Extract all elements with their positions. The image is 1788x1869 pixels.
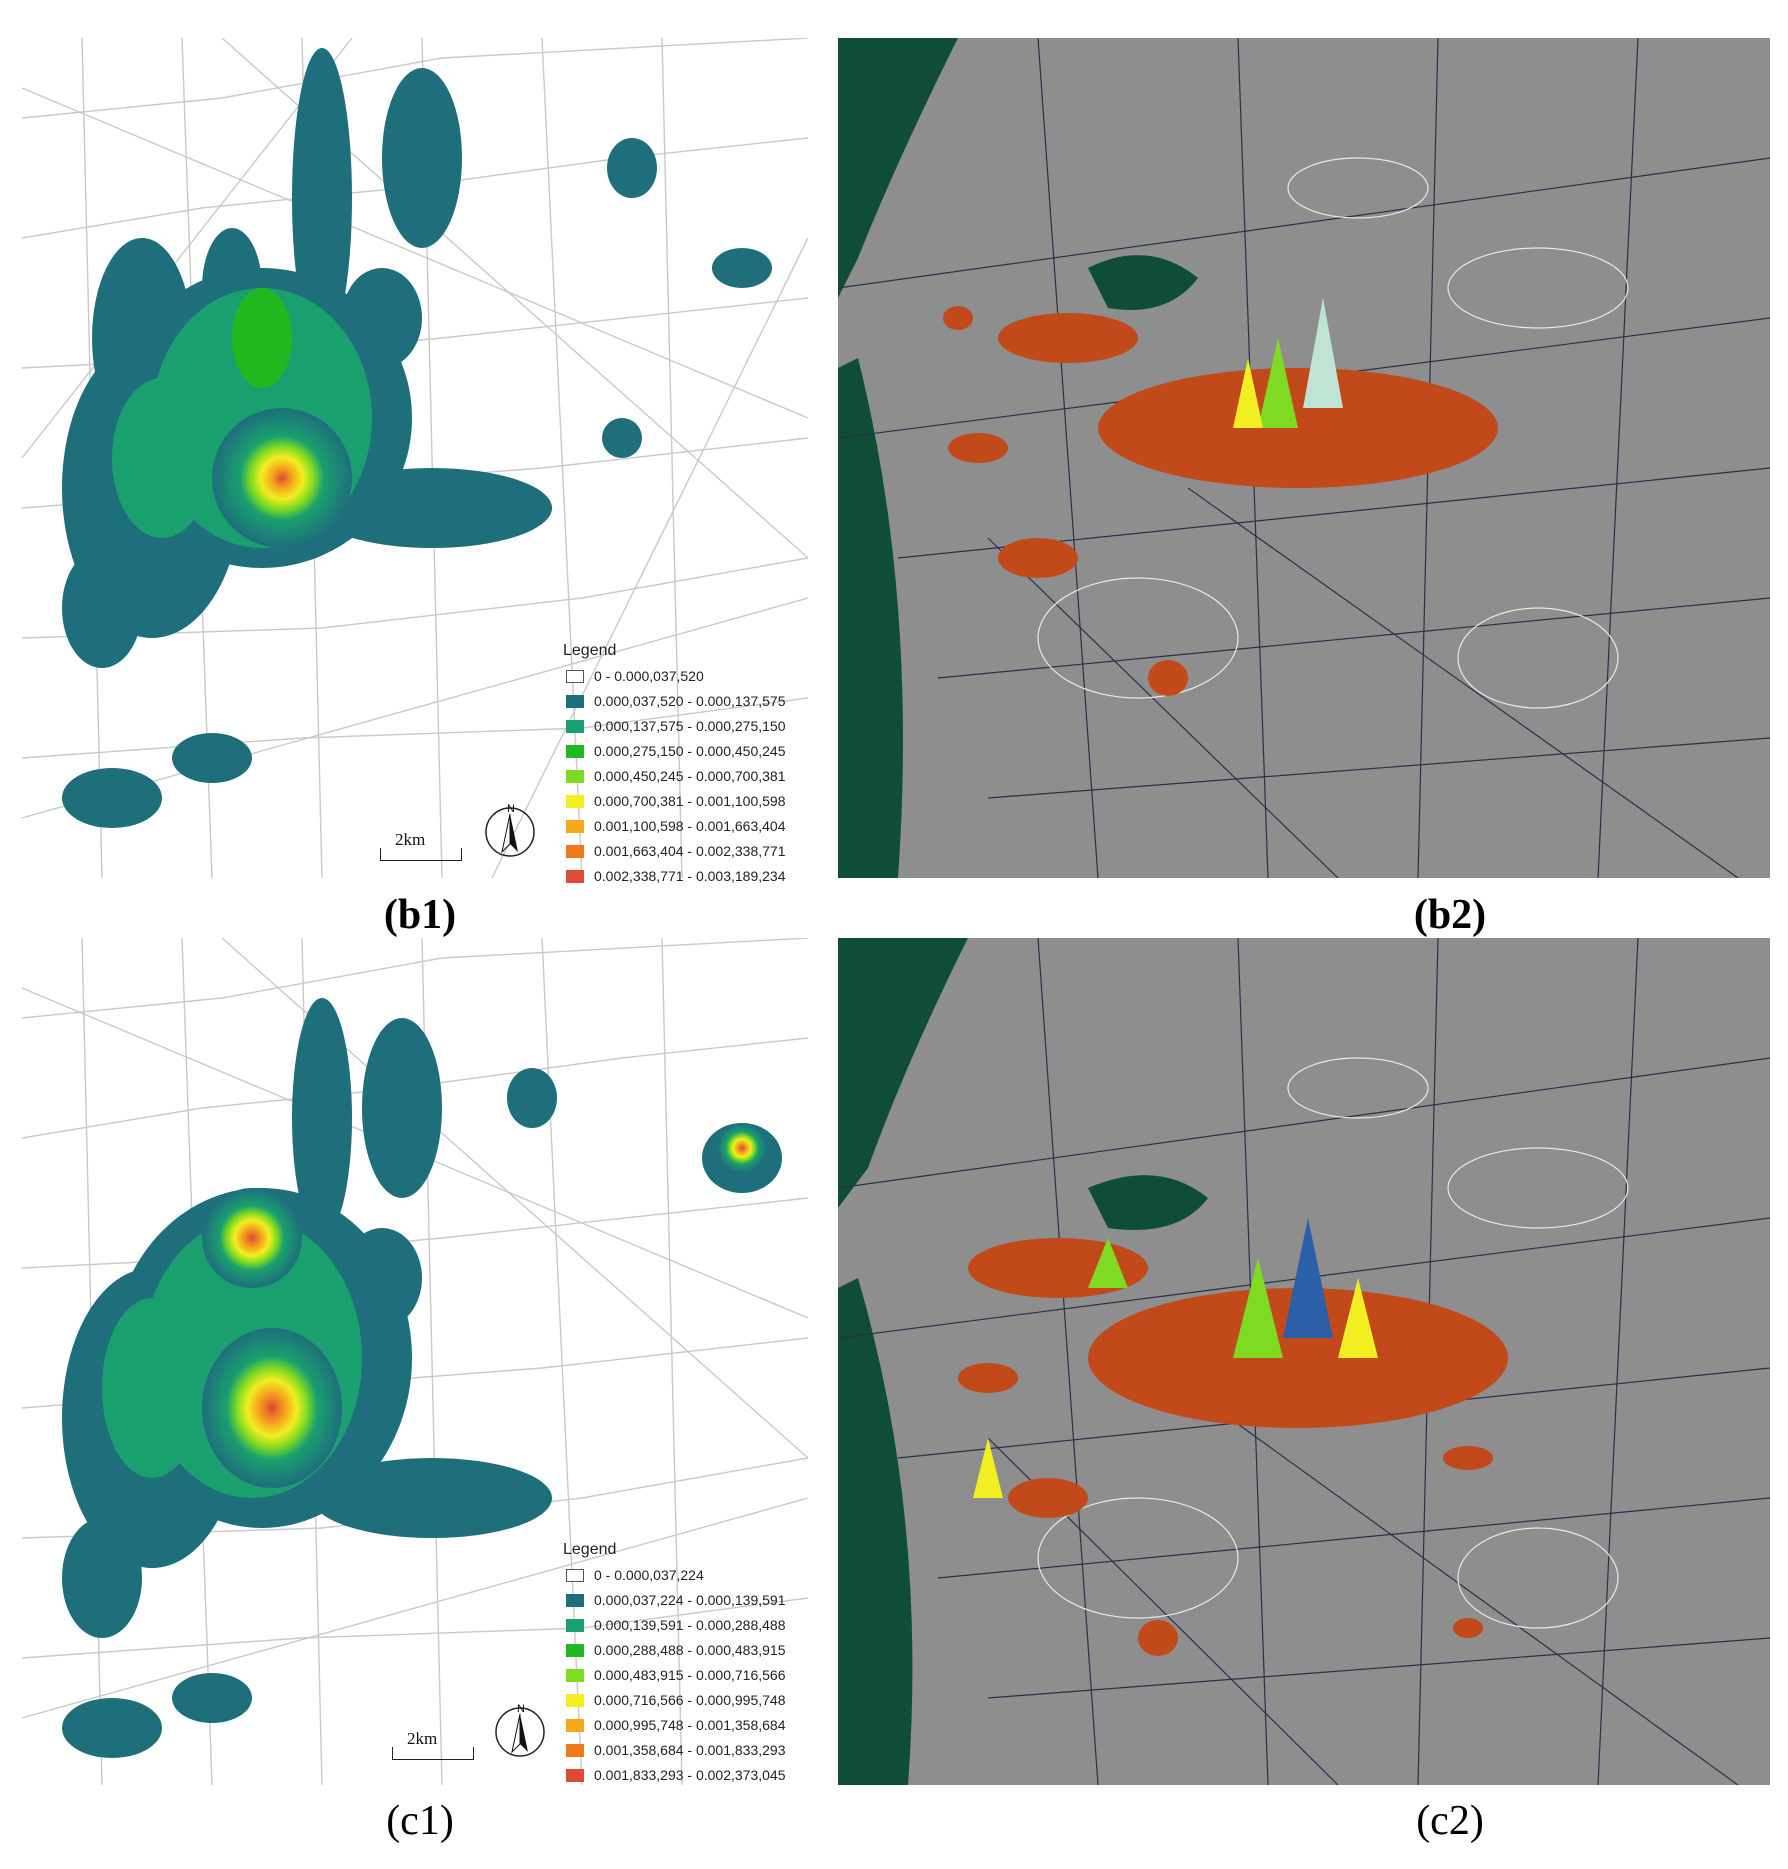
legend-item: 0.000,139,591 - 0.000,288,488	[566, 1613, 786, 1638]
map-panel-c1	[22, 938, 808, 1785]
legend-swatch	[566, 1719, 584, 1732]
legend-item: 0.000,037,224 - 0.000,139,591	[566, 1588, 786, 1613]
legend-title: Legend	[563, 642, 617, 659]
map-panel-b2	[838, 38, 1770, 878]
legend-item: 0.002,338,771 - 0.003,189,234	[566, 864, 786, 889]
legend-swatch	[566, 1569, 584, 1582]
density-blobs	[62, 48, 772, 828]
legend-item: 0.000,995,748 - 0.001,358,684	[566, 1713, 786, 1738]
legend-item: 0.000,700,381 - 0.001,100,598	[566, 789, 786, 814]
legend-item: 0.000,137,575 - 0.000,275,150	[566, 714, 786, 739]
legend-swatch	[566, 670, 584, 683]
legend-label: 0.000,700,381 - 0.001,100,598	[594, 793, 786, 809]
density-3d-c2	[838, 938, 1770, 1785]
legend-label: 0.000,288,488 - 0.000,483,915	[594, 1642, 786, 1658]
legend-swatch	[566, 695, 584, 708]
legend-item: 0 - 0.000,037,224	[566, 1563, 786, 1588]
legend-label: 0 - 0.000,037,520	[594, 668, 704, 684]
legend-swatch	[566, 1594, 584, 1607]
legend-label: 0.001,663,404 - 0.002,338,771	[594, 843, 786, 859]
density-map-b1	[22, 38, 808, 878]
legend-swatch	[566, 870, 584, 883]
legend-item: 0.000,450,245 - 0.000,700,381	[566, 764, 786, 789]
legend-swatch	[566, 795, 584, 808]
legend-label: 0.001,358,684 - 0.001,833,293	[594, 1742, 786, 1758]
legend-item: 0.001,358,684 - 0.001,833,293	[566, 1738, 786, 1763]
caption-b1: (b1)	[383, 892, 457, 938]
north-label: N	[507, 803, 515, 815]
legend-swatch	[566, 845, 584, 858]
caption-c1: (c1)	[386, 1798, 454, 1844]
legend-label: 0.000,450,245 - 0.000,700,381	[594, 768, 786, 784]
north-arrow-icon: N	[495, 1703, 545, 1757]
legend-label: 0.000,275,150 - 0.000,450,245	[594, 743, 786, 759]
river	[838, 38, 1198, 878]
north-arrow-icon: N	[485, 803, 535, 857]
density-peaks	[958, 1218, 1508, 1656]
legend-item: 0.000,275,150 - 0.000,450,245	[566, 739, 786, 764]
river	[838, 938, 1208, 1785]
legend-label: 0.002,338,771 - 0.003,189,234	[594, 868, 786, 884]
legend-swatch	[566, 745, 584, 758]
scale-bar	[392, 1747, 474, 1760]
legend-item: 0.000,716,566 - 0.000,995,748	[566, 1688, 786, 1713]
legend-label: 0.000,716,566 - 0.000,995,748	[594, 1692, 786, 1708]
legend-swatch	[566, 1669, 584, 1682]
legend-swatch	[566, 770, 584, 783]
legend-label: 0.000,037,520 - 0.000,137,575	[594, 693, 786, 709]
density-map-c1	[22, 938, 808, 1785]
caption-b2: (b2)	[1413, 892, 1487, 938]
legend-label: 0.000,483,915 - 0.000,716,566	[594, 1667, 786, 1683]
legend-swatch	[566, 1619, 584, 1632]
scale-label: 2km	[395, 830, 426, 849]
legend-item: 0.000,483,915 - 0.000,716,566	[566, 1663, 786, 1688]
caption-c2: (c2)	[1416, 1798, 1484, 1844]
legend-b1: Legend 0 - 0.000,037,520 0.000,037,520 -…	[563, 638, 786, 889]
scale-label: 2km	[407, 1729, 438, 1748]
legend-item: 0 - 0.000,037,520	[566, 664, 786, 689]
legend-swatch	[566, 1769, 584, 1782]
legend-item: 0.001,663,404 - 0.002,338,771	[566, 839, 786, 864]
legend-label: 0.000,137,575 - 0.000,275,150	[594, 718, 786, 734]
legend-swatch	[566, 1694, 584, 1707]
density-peaks	[943, 298, 1498, 696]
density-3d-b2	[838, 38, 1770, 878]
density-blobs	[62, 998, 782, 1758]
legend-item: 0.001,833,293 - 0.002,373,045	[566, 1763, 786, 1788]
legend-label: 0.000,139,591 - 0.000,288,488	[594, 1617, 786, 1633]
legend-swatch	[566, 820, 584, 833]
legend-label: 0.001,833,293 - 0.002,373,045	[594, 1767, 786, 1783]
legend-swatch	[566, 720, 584, 733]
contours	[1037, 157, 1629, 709]
legend-c1: Legend 0 - 0.000,037,224 0.000,037,224 -…	[563, 1537, 786, 1788]
legend-label: 0.000,037,224 - 0.000,139,591	[594, 1592, 786, 1608]
legend-swatch	[566, 1744, 584, 1757]
legend-swatch	[566, 1644, 584, 1657]
legend-label: 0.001,100,598 - 0.001,663,404	[594, 818, 786, 834]
north-label: N	[517, 1703, 525, 1715]
legend-label: 0.000,995,748 - 0.001,358,684	[594, 1717, 786, 1733]
legend-label: 0 - 0.000,037,224	[594, 1567, 704, 1583]
legend-title: Legend	[563, 1541, 617, 1558]
map-panel-c2	[838, 938, 1770, 1785]
legend-item: 0.000,037,520 - 0.000,137,575	[566, 689, 786, 714]
contours	[1037, 1057, 1629, 1629]
scale-bar	[380, 848, 462, 861]
legend-item: 0.001,100,598 - 0.001,663,404	[566, 814, 786, 839]
map-panel-b1	[22, 38, 808, 878]
legend-item: 0.000,288,488 - 0.000,483,915	[566, 1638, 786, 1663]
